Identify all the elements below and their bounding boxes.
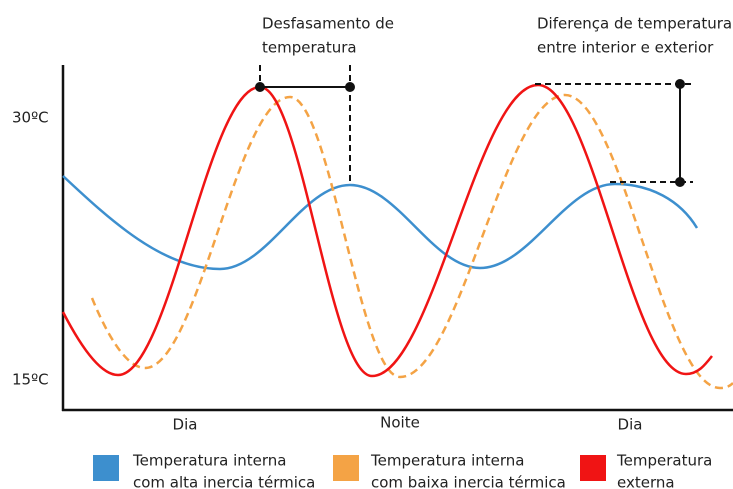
annotation: entre interior e exterior <box>537 39 714 57</box>
annotation: Diferença de temperatura <box>537 15 732 33</box>
legend: Temperatura interna com alta inercia térm… <box>93 452 712 489</box>
legend-label: Temperatura interna <box>370 452 524 470</box>
legend-label: Temperatura interna <box>132 452 286 470</box>
external-curve <box>61 83 713 378</box>
legend-swatch <box>580 455 606 481</box>
annotation: temperatura <box>262 39 357 57</box>
annotation: Desfasamento de <box>262 15 394 33</box>
legend-label: Temperatura <box>616 452 712 470</box>
internal-low-inertia-curve <box>90 93 733 390</box>
legend-label: com alta inercia térmica <box>133 474 315 489</box>
legend-swatch <box>93 455 119 481</box>
difference-marker <box>535 79 693 187</box>
y-label: 15ºC <box>12 371 49 389</box>
legend-swatch <box>333 455 359 481</box>
internal-high-inertia-curve <box>62 175 699 271</box>
x-label: Dia <box>618 416 643 434</box>
phase-shift-marker <box>255 65 355 185</box>
legend-label: externa <box>617 474 675 489</box>
x-label: Dia <box>173 416 198 434</box>
legend-label: com baixa inercia térmica <box>371 474 566 489</box>
x-label: Noite <box>380 414 420 432</box>
y-label: 30ºC <box>12 109 49 127</box>
